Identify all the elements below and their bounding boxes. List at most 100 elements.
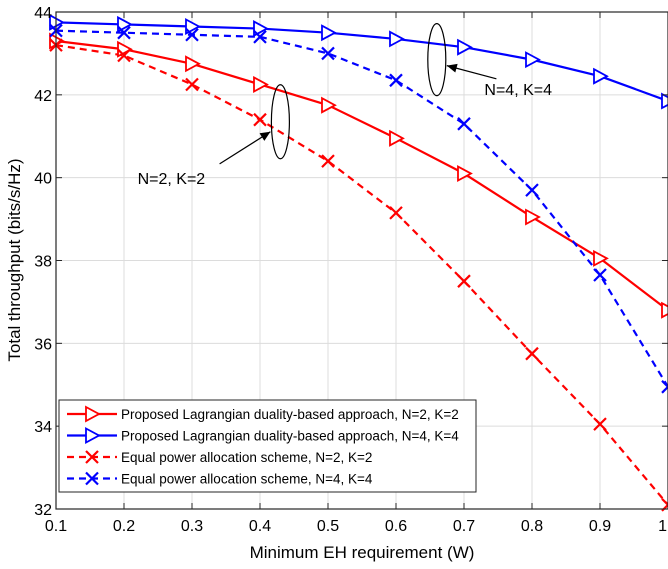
data-point (117, 15, 133, 33)
data-point (389, 206, 403, 220)
y-tick-label: 40 (34, 171, 52, 188)
annotation-label: N=2, K=2 (138, 171, 206, 188)
data-point (321, 96, 337, 114)
legend-marker (85, 426, 101, 445)
data-point-stroke (117, 48, 131, 63)
y-tick-label: 38 (34, 254, 52, 271)
data-point-stroke (525, 346, 539, 361)
data-point-stroke (117, 25, 131, 40)
annotation-arrow (219, 131, 271, 165)
annotation-arrowhead (259, 131, 271, 141)
data-point (321, 46, 335, 61)
x-tick-label: 0.9 (589, 518, 611, 535)
data-point-stroke (661, 498, 668, 507)
data-point (661, 301, 668, 319)
data-point-stroke (321, 154, 335, 168)
data-point (321, 24, 337, 42)
annotation-arrowhead (446, 63, 458, 73)
data-point (593, 249, 609, 267)
x-tick-label: 0.5 (317, 518, 339, 535)
data-point (253, 20, 269, 38)
legend-label: Proposed Lagrangian duality-based approa… (121, 407, 459, 422)
data-point (661, 92, 668, 110)
data-point (185, 17, 201, 36)
legend-label: Equal power allocation scheme, N=4, K=4 (121, 472, 373, 487)
legend: Proposed Lagrangian duality-based approa… (58, 399, 477, 493)
data-point (525, 183, 539, 197)
series-markers (49, 13, 668, 512)
data-point (593, 268, 607, 282)
legend-marker-stroke (85, 471, 99, 486)
data-point (253, 75, 269, 93)
x-tick-label: 0.8 (521, 518, 543, 535)
y-tick-label: 32 (34, 502, 52, 519)
data-point (185, 55, 201, 73)
data-point-stroke (593, 268, 607, 282)
legend-label: Equal power allocation scheme, N=2, K=2 (121, 450, 372, 465)
legend-marker-stroke (85, 450, 99, 464)
data-point (389, 73, 403, 88)
data-point (457, 274, 471, 288)
x-tick-label: 0.4 (249, 518, 271, 535)
legend-box (58, 399, 477, 493)
data-point-stroke (661, 380, 668, 389)
x-tick-label: 0.7 (453, 518, 475, 535)
x-tick-label: 0.1 (45, 518, 67, 535)
data-point (525, 346, 539, 361)
data-point-stroke (253, 112, 267, 127)
data-point (661, 380, 668, 394)
data-point-stroke (457, 117, 471, 131)
data-point (389, 129, 405, 147)
data-point (253, 112, 267, 127)
x-tick-label: 0.6 (385, 518, 407, 535)
annotation-label: N=4, K=4 (484, 82, 552, 99)
data-point (117, 48, 131, 63)
data-point (593, 67, 609, 85)
data-point-stroke (185, 77, 199, 92)
legend-marker (85, 450, 99, 464)
data-point-stroke (661, 385, 668, 394)
data-point-stroke (593, 417, 607, 431)
y-axis-label: Total throughput (bits/s/Hz) (5, 158, 24, 361)
y-tick-label: 44 (34, 5, 52, 22)
series-line-3 (56, 44, 668, 506)
data-point (593, 417, 607, 431)
data-point-stroke (389, 73, 403, 88)
x-tick-label: 1 (658, 518, 667, 535)
data-point-stroke (525, 183, 539, 197)
data-point-stroke (321, 46, 335, 61)
data-point (457, 117, 471, 131)
data-point (525, 208, 541, 226)
tick-labels: 0.1 0.2 0.3 0.4 0.5 0.6 0.7 0.8 0.9 1 32 34 36 38 40 42… (34, 5, 667, 535)
data-point (117, 25, 131, 40)
data-point (457, 165, 473, 183)
x-axis-label: Minimum EH requirement (W) (250, 543, 475, 562)
data-point-stroke (253, 30, 267, 44)
data-point (525, 51, 541, 69)
data-point (253, 30, 267, 44)
series-line-1 (56, 39, 668, 312)
y-tick-label: 36 (34, 336, 52, 353)
axes (55, 11, 668, 510)
series-line-2 (56, 21, 668, 103)
data-point-stroke (389, 206, 403, 220)
annotation-ellipse (427, 23, 447, 97)
data-point-stroke (185, 28, 199, 42)
x-tick-label: 0.3 (181, 518, 203, 535)
legend-marker (85, 471, 99, 486)
data-point (185, 77, 199, 92)
annotations: N=4, K=4 N=2, K=2 (138, 23, 552, 188)
data-point (185, 28, 199, 42)
data-point-stroke (457, 274, 471, 288)
data-point (457, 38, 473, 56)
data-point (389, 30, 405, 48)
data-point (321, 154, 335, 168)
series-lines (56, 21, 668, 506)
legend-marker (85, 405, 101, 423)
series-line-4 (56, 29, 668, 388)
y-tick-label: 34 (34, 419, 52, 436)
annotation-ellipse (270, 84, 290, 160)
legend-label: Proposed Lagrangian duality-based approa… (121, 429, 459, 444)
y-tick-label: 42 (34, 88, 52, 105)
